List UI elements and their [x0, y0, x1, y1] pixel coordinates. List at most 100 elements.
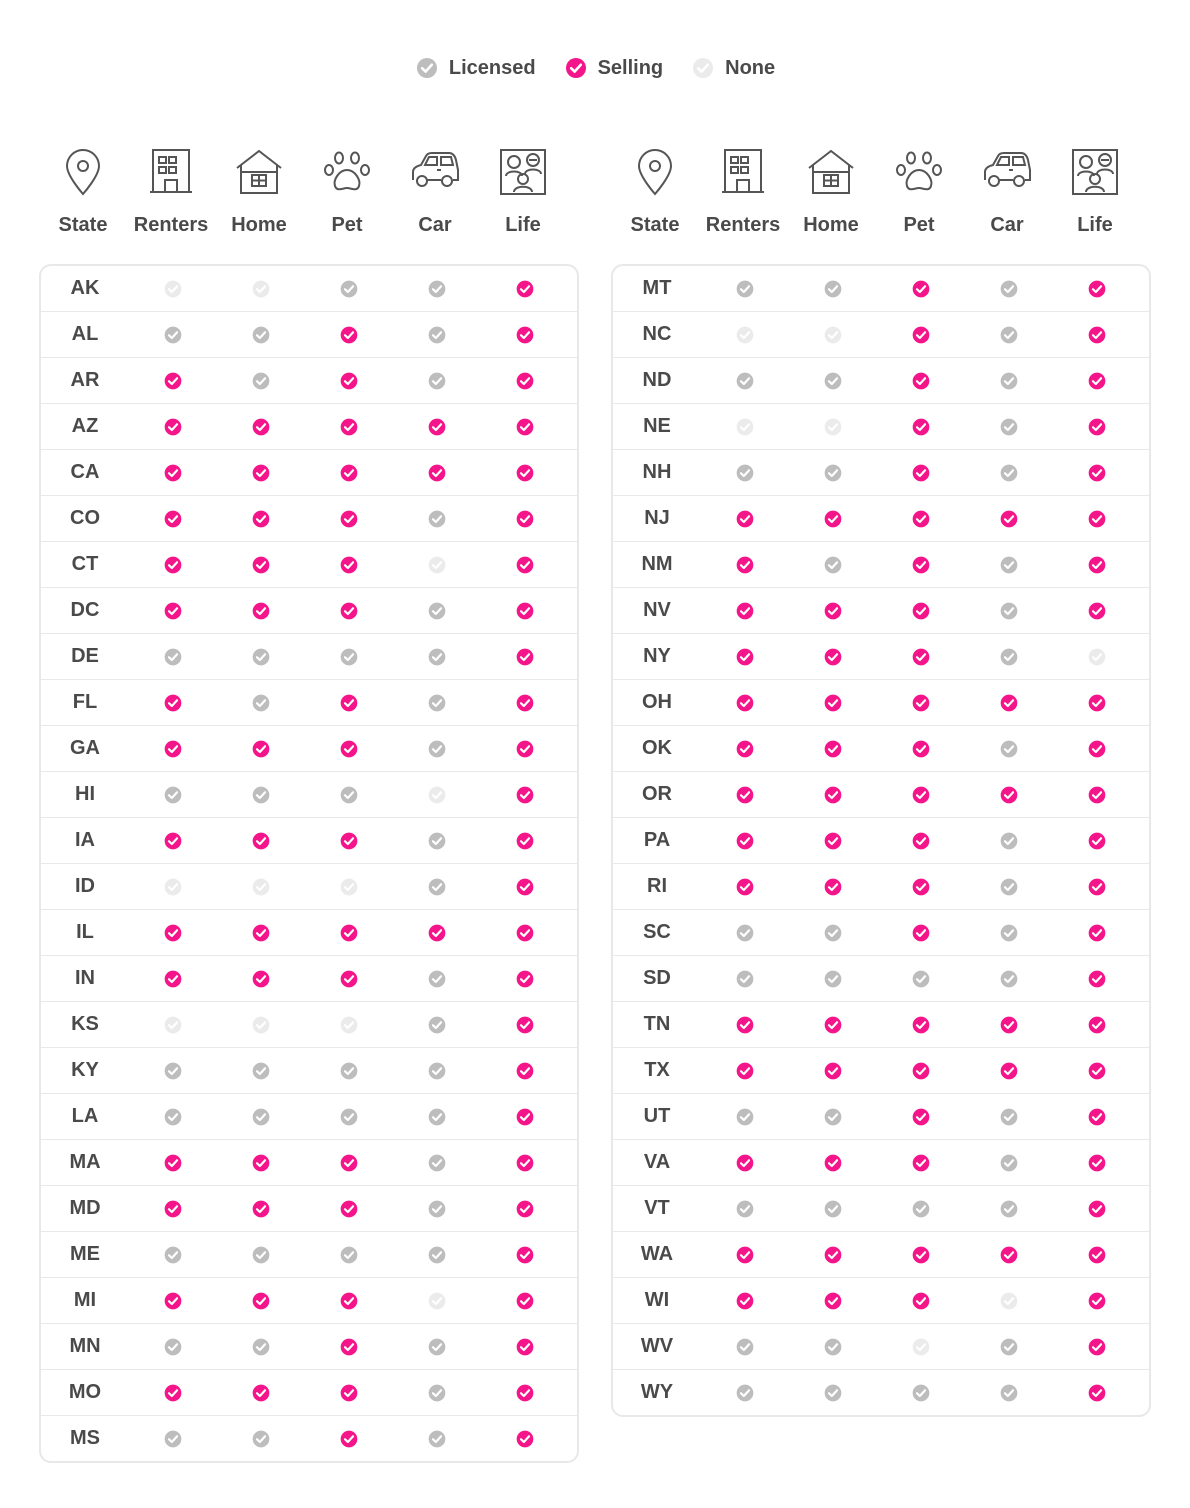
status-cell-pet: [305, 693, 393, 713]
licensed-check-icon: [427, 1429, 447, 1449]
licensed-check-icon: [823, 923, 843, 943]
status-cell-life: [481, 1429, 569, 1449]
licensed-check-icon: [427, 969, 447, 989]
status-cell-car: [393, 463, 481, 483]
none-check-icon: [999, 1291, 1019, 1311]
none-check-icon: [911, 1337, 931, 1357]
selling-check-icon: [1087, 831, 1107, 851]
none-check-icon: [251, 279, 271, 299]
status-cell-car: [393, 279, 481, 299]
selling-check-icon: [735, 785, 755, 805]
selling-check-icon: [251, 509, 271, 529]
selling-check-icon: [911, 1107, 931, 1127]
state-code: AR: [70, 369, 100, 391]
status-cell-car: [965, 1061, 1053, 1081]
column-label: Renters: [705, 214, 781, 236]
table-row: CT: [41, 542, 577, 588]
status-cell-life: [481, 1245, 569, 1265]
status-cell-renters: [129, 969, 217, 989]
state-code: NC: [642, 323, 672, 345]
column-headers: State Renters Home Pet Car Life: [611, 140, 1151, 244]
selling-check-icon: [735, 1291, 755, 1311]
licensed-check-icon: [735, 463, 755, 483]
selling-check-icon: [1087, 601, 1107, 621]
right-panel: State Renters Home Pet Car Life MT NC ND NE NH NJ N…: [611, 140, 1151, 1417]
selling-check-icon: [515, 969, 535, 989]
status-cell-renters: [129, 1061, 217, 1081]
status-cell-car: [393, 785, 481, 805]
licensed-check-icon: [339, 1061, 359, 1081]
status-cell-car: [393, 1153, 481, 1173]
licensed-check-icon: [999, 877, 1019, 897]
column-header-state: State: [39, 140, 127, 244]
none-check-icon: [163, 1015, 183, 1035]
selling-check-icon: [823, 785, 843, 805]
status-cell-home: [217, 877, 305, 897]
status-cell-life: [1053, 739, 1141, 759]
licensed-check-icon: [427, 1337, 447, 1357]
table-row: NY: [613, 634, 1149, 680]
selling-check-icon: [515, 463, 535, 483]
status-cell-pet: [305, 1337, 393, 1357]
selling-check-icon: [911, 693, 931, 713]
status-cell-renters: [129, 831, 217, 851]
licensed-check-icon: [251, 693, 271, 713]
none-check-icon: [427, 1291, 447, 1311]
apartment-building-icon: [145, 146, 197, 198]
status-cell-life: [1053, 371, 1141, 391]
status-cell-car: [965, 969, 1053, 989]
selling-check-icon: [163, 739, 183, 759]
table-row: OK: [613, 726, 1149, 772]
selling-check-icon: [1087, 555, 1107, 575]
status-cell-renters: [701, 509, 789, 529]
table-row: WA: [613, 1232, 1149, 1278]
selling-check-icon: [251, 831, 271, 851]
status-cell-life: [1053, 417, 1141, 437]
selling-check-icon: [515, 739, 535, 759]
licensed-check-icon: [427, 693, 447, 713]
selling-check-icon: [1087, 1061, 1107, 1081]
column-headers: State Renters Home Pet Car Life: [39, 140, 579, 244]
selling-check-icon: [1087, 785, 1107, 805]
licensed-check-icon: [427, 647, 447, 667]
status-cell-pet: [877, 739, 965, 759]
licensed-check-icon: [427, 1153, 447, 1173]
status-cell-life: [481, 1153, 569, 1173]
status-cell-life: [1053, 785, 1141, 805]
selling-check-icon: [339, 831, 359, 851]
status-cell-renters: [129, 1199, 217, 1219]
status-cell-car: [393, 877, 481, 897]
selling-check-icon: [339, 1429, 359, 1449]
status-cell-renters: [701, 923, 789, 943]
selling-check-icon: [911, 1245, 931, 1265]
licensed-check-icon: [999, 279, 1019, 299]
status-cell-car: [965, 509, 1053, 529]
status-cell-home: [789, 509, 877, 529]
licensed-check-icon: [163, 325, 183, 345]
status-cell-life: [481, 877, 569, 897]
state-code: MT: [642, 277, 672, 299]
status-cell-life: [481, 463, 569, 483]
status-cell-life: [481, 1015, 569, 1035]
status-cell-life: [481, 555, 569, 575]
selling-check-icon: [735, 1061, 755, 1081]
licensed-check-icon: [427, 509, 447, 529]
selling-check-icon: [735, 1153, 755, 1173]
state-code: TN: [643, 1013, 671, 1035]
licensed-check-icon: [999, 1383, 1019, 1403]
table-row: AZ: [41, 404, 577, 450]
licensed-check-icon: [163, 1337, 183, 1357]
status-cell-car: [965, 601, 1053, 621]
selling-check-icon: [515, 601, 535, 621]
selling-check-icon: [735, 601, 755, 621]
selling-check-icon: [163, 923, 183, 943]
status-cell-car: [965, 1291, 1053, 1311]
selling-check-icon: [1087, 877, 1107, 897]
table-row: CA: [41, 450, 577, 496]
column-header-pet: Pet: [875, 140, 963, 244]
status-cell-pet: [305, 463, 393, 483]
status-cell-renters: [129, 417, 217, 437]
status-cell-pet: [877, 509, 965, 529]
status-cell-pet: [305, 509, 393, 529]
status-cell-life: [1053, 325, 1141, 345]
